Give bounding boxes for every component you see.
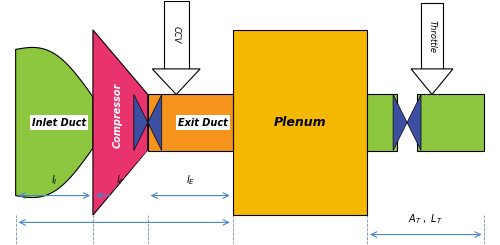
Text: $l_E$: $l_E$ bbox=[186, 173, 194, 187]
Text: $A_T\ ,\ L_T$: $A_T\ ,\ L_T$ bbox=[408, 212, 444, 226]
Polygon shape bbox=[148, 95, 162, 150]
Text: $l_C$: $l_C$ bbox=[116, 173, 125, 187]
Bar bbox=[417, 95, 484, 150]
Bar bbox=[164, 1, 188, 69]
Bar bbox=[148, 95, 232, 150]
Text: Compressor: Compressor bbox=[113, 83, 123, 148]
Text: Throttle: Throttle bbox=[428, 20, 436, 52]
Polygon shape bbox=[411, 69, 453, 95]
Polygon shape bbox=[96, 150, 148, 214]
Text: $l_I$: $l_I$ bbox=[51, 173, 58, 187]
Polygon shape bbox=[134, 95, 148, 150]
Polygon shape bbox=[152, 69, 200, 95]
Bar bbox=[232, 30, 367, 215]
Polygon shape bbox=[93, 30, 148, 215]
Text: Inlet Duct: Inlet Duct bbox=[32, 118, 86, 127]
Text: CCV: CCV bbox=[172, 26, 180, 44]
Text: Plenum: Plenum bbox=[274, 116, 326, 129]
Polygon shape bbox=[16, 48, 93, 197]
Polygon shape bbox=[393, 95, 407, 150]
Text: $A_C\ ,\ L_C$: $A_C\ ,\ L_C$ bbox=[106, 200, 142, 214]
Text: Exit Duct: Exit Duct bbox=[178, 118, 228, 127]
Bar bbox=[421, 3, 443, 69]
Bar bbox=[367, 95, 397, 150]
Polygon shape bbox=[407, 95, 421, 150]
